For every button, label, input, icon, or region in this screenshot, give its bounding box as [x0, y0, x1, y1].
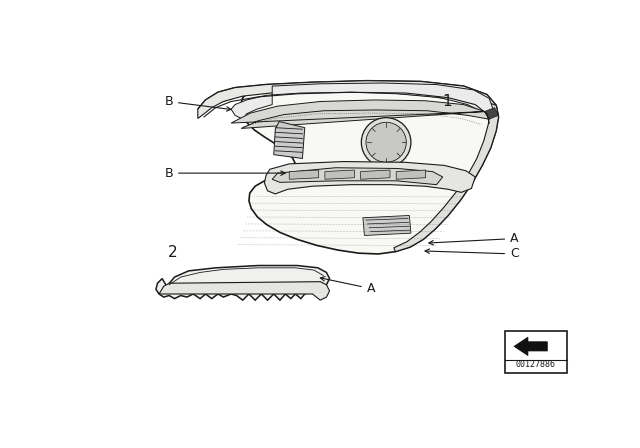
- Circle shape: [362, 118, 411, 167]
- Polygon shape: [363, 215, 411, 236]
- Polygon shape: [198, 81, 499, 121]
- Polygon shape: [289, 170, 319, 179]
- Polygon shape: [484, 108, 499, 119]
- Text: A: A: [320, 276, 375, 295]
- Text: 1: 1: [443, 94, 452, 109]
- Polygon shape: [394, 102, 499, 252]
- Polygon shape: [272, 168, 443, 185]
- Bar: [505, 331, 566, 373]
- Text: B: B: [164, 95, 231, 111]
- Polygon shape: [396, 170, 426, 179]
- Text: C: C: [425, 247, 519, 260]
- Polygon shape: [156, 266, 330, 300]
- Polygon shape: [159, 282, 330, 300]
- Polygon shape: [325, 170, 355, 179]
- Polygon shape: [360, 170, 390, 179]
- Circle shape: [366, 122, 406, 162]
- Text: B: B: [164, 167, 285, 180]
- Polygon shape: [198, 81, 499, 254]
- Text: A: A: [429, 232, 518, 245]
- Text: 00127886: 00127886: [516, 360, 556, 369]
- Polygon shape: [231, 83, 493, 119]
- Polygon shape: [274, 121, 305, 159]
- Polygon shape: [231, 100, 489, 129]
- Text: 2: 2: [168, 245, 178, 260]
- Polygon shape: [264, 162, 476, 194]
- Polygon shape: [514, 337, 547, 356]
